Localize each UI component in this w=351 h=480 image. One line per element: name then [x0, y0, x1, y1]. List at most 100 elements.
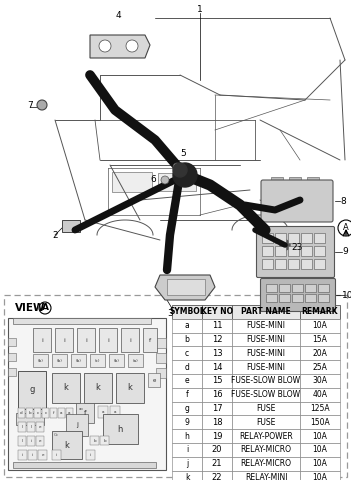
Text: i: i: [56, 453, 57, 457]
Bar: [27, 436, 35, 446]
Bar: [232, 470, 300, 480]
Bar: [266, 294, 277, 302]
Text: 16: 16: [212, 390, 222, 399]
Text: 30A: 30A: [312, 376, 327, 385]
Bar: [28, 450, 37, 460]
Bar: [300, 347, 340, 360]
Circle shape: [338, 220, 351, 236]
Text: 15A: 15A: [312, 335, 327, 344]
Bar: [202, 319, 232, 333]
Text: a: a: [114, 410, 116, 414]
Text: g: g: [185, 404, 190, 413]
Bar: [202, 374, 232, 388]
Polygon shape: [90, 35, 150, 58]
Bar: [128, 354, 143, 367]
Text: 10A: 10A: [312, 473, 327, 480]
Circle shape: [126, 40, 138, 52]
Text: 10A: 10A: [312, 459, 327, 468]
Text: 5: 5: [180, 148, 186, 157]
Bar: [36, 422, 44, 432]
Bar: [279, 294, 290, 302]
Bar: [4, 295, 347, 477]
Bar: [100, 436, 109, 445]
Bar: [314, 246, 325, 256]
Text: l: l: [21, 425, 22, 429]
Bar: [52, 431, 82, 459]
Text: 17: 17: [212, 404, 222, 413]
Bar: [202, 443, 232, 457]
Bar: [172, 402, 202, 415]
Bar: [52, 373, 80, 403]
Text: REMARK: REMARK: [302, 307, 338, 316]
Bar: [172, 374, 202, 388]
Bar: [288, 259, 299, 269]
Text: f: f: [84, 410, 86, 416]
Bar: [232, 374, 300, 388]
Bar: [301, 246, 312, 256]
Bar: [172, 305, 202, 319]
Bar: [86, 450, 95, 460]
Bar: [300, 388, 340, 402]
Text: a: a: [102, 410, 104, 414]
Text: f: f: [149, 337, 151, 343]
Text: i: i: [63, 337, 65, 343]
Text: 125A: 125A: [310, 404, 330, 413]
Text: FUSE-MINI: FUSE-MINI: [246, 321, 285, 330]
Bar: [27, 422, 35, 432]
Bar: [90, 436, 99, 445]
Text: c: c: [37, 411, 39, 415]
Bar: [33, 328, 51, 352]
Bar: [232, 319, 300, 333]
Bar: [232, 388, 300, 402]
Bar: [156, 353, 166, 363]
Text: 10A: 10A: [312, 432, 327, 441]
Text: 40A: 40A: [312, 390, 327, 399]
Text: a: a: [60, 411, 63, 415]
Text: e: e: [41, 453, 44, 457]
Bar: [66, 408, 73, 418]
Bar: [271, 177, 283, 182]
Text: 1: 1: [197, 5, 203, 14]
Bar: [301, 259, 312, 269]
Text: i: i: [32, 453, 33, 457]
Bar: [158, 173, 196, 191]
Text: VIEW: VIEW: [15, 303, 46, 313]
Text: (b): (b): [114, 359, 119, 362]
Bar: [318, 294, 329, 302]
Bar: [13, 318, 151, 324]
Bar: [8, 353, 16, 361]
Text: FUSE-MINI: FUSE-MINI: [246, 335, 285, 344]
Bar: [232, 333, 300, 347]
Text: b: b: [93, 439, 96, 443]
FancyBboxPatch shape: [260, 278, 336, 312]
Text: l: l: [21, 439, 22, 443]
Text: k: k: [95, 384, 100, 393]
Bar: [16, 413, 44, 425]
Text: RELAY-POWER: RELAY-POWER: [239, 432, 293, 441]
Bar: [172, 319, 202, 333]
Text: 10A: 10A: [312, 445, 327, 455]
Text: 10A: 10A: [312, 321, 327, 330]
FancyBboxPatch shape: [261, 180, 333, 222]
Bar: [121, 328, 139, 352]
Bar: [52, 450, 61, 460]
Text: Cc: Cc: [54, 433, 59, 437]
Bar: [148, 373, 160, 387]
Bar: [156, 338, 166, 348]
Bar: [34, 408, 41, 418]
Bar: [42, 408, 49, 418]
Bar: [202, 360, 232, 374]
Text: RELAY-MINI: RELAY-MINI: [245, 473, 287, 480]
Bar: [18, 371, 46, 409]
Bar: [307, 177, 319, 182]
Text: FUSE-MINI: FUSE-MINI: [246, 349, 285, 358]
Bar: [300, 470, 340, 480]
Bar: [50, 408, 57, 418]
Text: 22: 22: [212, 473, 222, 480]
Text: FUSE: FUSE: [256, 418, 276, 427]
Bar: [71, 354, 86, 367]
Text: 9: 9: [342, 248, 348, 256]
Bar: [18, 422, 26, 432]
Bar: [26, 408, 33, 418]
Text: 18: 18: [212, 418, 222, 427]
